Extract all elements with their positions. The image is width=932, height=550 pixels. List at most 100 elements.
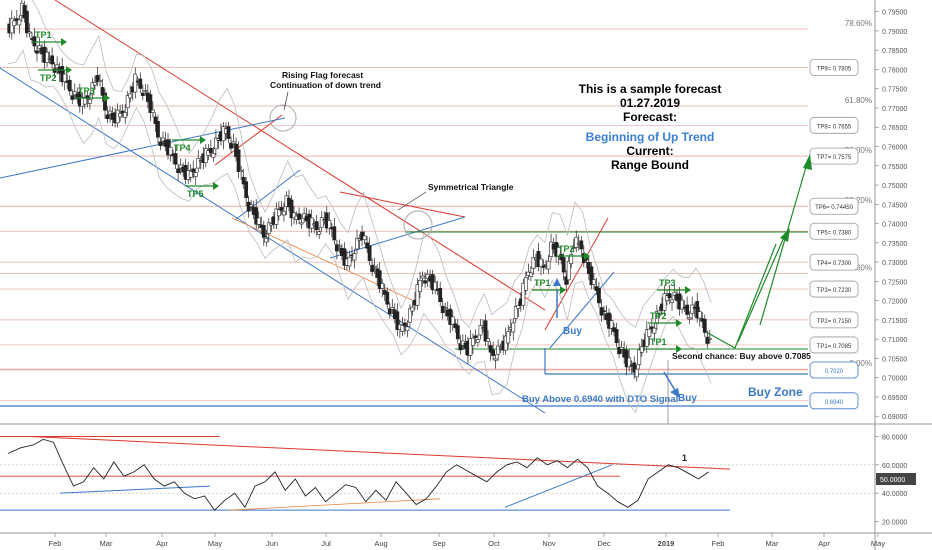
time-tick-label: Feb xyxy=(49,539,62,548)
rsi-current-label: 50.0000 xyxy=(880,477,905,484)
price-tick-label: 0.74000 xyxy=(882,222,907,229)
band-upper xyxy=(31,0,712,329)
candle-body xyxy=(332,226,337,241)
candle-body xyxy=(297,213,301,220)
candle-body xyxy=(37,45,42,49)
candle-body xyxy=(279,207,284,211)
candle-body xyxy=(521,283,526,306)
tp-right-2-arrowhead xyxy=(676,319,682,327)
candle-body xyxy=(627,357,632,368)
candle-body xyxy=(362,235,367,241)
candle-body xyxy=(541,265,546,268)
candle-body xyxy=(619,347,624,350)
candle-body xyxy=(697,311,702,319)
candle-body xyxy=(193,172,198,177)
candle-body xyxy=(45,51,49,63)
price-tick-label: 0.71000 xyxy=(882,337,907,344)
price-tick-label: 0.77500 xyxy=(882,87,907,94)
target-label: TP1= 0.7085 xyxy=(817,344,852,350)
candle-body xyxy=(491,349,496,356)
candle-body xyxy=(561,257,566,273)
candle-body xyxy=(566,261,571,281)
candle-body xyxy=(249,204,254,207)
price-tick-label: 0.76000 xyxy=(882,144,907,151)
forecast-text-block: This is a sample forecast 01.27.2019 For… xyxy=(560,82,740,172)
candle-body xyxy=(191,168,196,173)
candle-body xyxy=(478,325,483,336)
candle-body xyxy=(274,208,279,225)
tp-mid-2-arrowhead xyxy=(584,252,590,260)
target-label: TP7= 0.7575 xyxy=(817,155,852,161)
buy-arrowhead-2 xyxy=(670,388,680,398)
tp-mid-2-label: TP2 xyxy=(558,244,575,254)
tp-right-3-arrowhead xyxy=(685,286,691,294)
forecast-line-2: 01.27.2019 xyxy=(619,96,681,110)
candle-body xyxy=(196,158,201,169)
candle-body xyxy=(148,94,153,113)
mid-lower-blue xyxy=(549,271,615,349)
candle-body xyxy=(118,113,123,118)
rising-flag-title: Rising Flag forecast xyxy=(282,70,363,80)
price-tick-label: 0.75000 xyxy=(882,183,907,190)
fib-label: 38.20% xyxy=(845,196,872,205)
buy-zone-label: Buy Zone xyxy=(748,385,803,399)
candle-body xyxy=(662,293,667,311)
forecast-arrow-head-2 xyxy=(803,154,812,170)
time-tick-label: Nov xyxy=(542,539,556,548)
price-tick-label: 0.75500 xyxy=(882,164,907,171)
price-tick-label: 0.79500 xyxy=(882,10,907,17)
candle-body xyxy=(229,142,233,149)
triangle-lower xyxy=(329,216,466,259)
candle-body xyxy=(476,339,480,343)
tp-left-3-label: TP3 xyxy=(78,86,95,96)
price-tick-label: 0.70500 xyxy=(882,356,907,363)
candle-body xyxy=(408,308,412,323)
target-label: 0.6940 xyxy=(825,400,844,406)
candle-body xyxy=(405,326,410,331)
target-label: TP8= 0.7655 xyxy=(817,124,852,130)
candle-body xyxy=(67,79,72,92)
candle-body xyxy=(143,90,148,92)
tp-left-5-label: TP5 xyxy=(187,189,204,199)
price-tick-label: 0.78500 xyxy=(882,48,907,55)
price-tick-label: 0.78000 xyxy=(882,67,907,74)
candle-body xyxy=(156,121,160,138)
target-label: TP5= 0.7380 xyxy=(817,230,852,236)
candle-body xyxy=(168,146,173,156)
candle-body xyxy=(609,320,614,329)
rsi-down-red xyxy=(29,436,731,470)
forecast-line-1: This is a sample forecast xyxy=(578,82,722,96)
target-box xyxy=(809,361,859,379)
candle-body xyxy=(486,338,490,342)
rsi-current-box xyxy=(876,473,916,485)
candle-body xyxy=(264,237,269,243)
target-box xyxy=(809,280,859,298)
candle-body xyxy=(282,210,286,216)
candle-body xyxy=(483,320,488,342)
candle-body xyxy=(261,225,266,238)
target-label: TP2= 0.7150 xyxy=(817,319,852,325)
price-tick-label: 0.73500 xyxy=(882,241,907,248)
price-tick-label: 0.69500 xyxy=(882,395,907,402)
candle-body xyxy=(188,170,193,178)
candle-body xyxy=(418,280,422,292)
rsi-orange xyxy=(229,498,441,511)
candle-body xyxy=(458,343,463,351)
tp-right-3-label: TP3 xyxy=(659,278,676,288)
candle-body xyxy=(528,272,533,278)
candle-body xyxy=(352,253,357,261)
target-box xyxy=(809,222,859,240)
candle-body xyxy=(440,305,445,313)
tp-right-1-arrowhead xyxy=(676,345,682,353)
candle-body xyxy=(380,283,385,289)
candle-body xyxy=(707,338,712,340)
sym-triangle-label: Symmetrical Triangle xyxy=(428,182,514,192)
candle-body xyxy=(103,92,107,111)
rising-flag-long-blue xyxy=(0,117,286,179)
candle-body xyxy=(402,322,407,327)
candle-body xyxy=(516,305,521,309)
candle-body xyxy=(513,305,518,319)
time-tick-label: Jul xyxy=(321,539,331,548)
candle-body xyxy=(400,324,405,332)
